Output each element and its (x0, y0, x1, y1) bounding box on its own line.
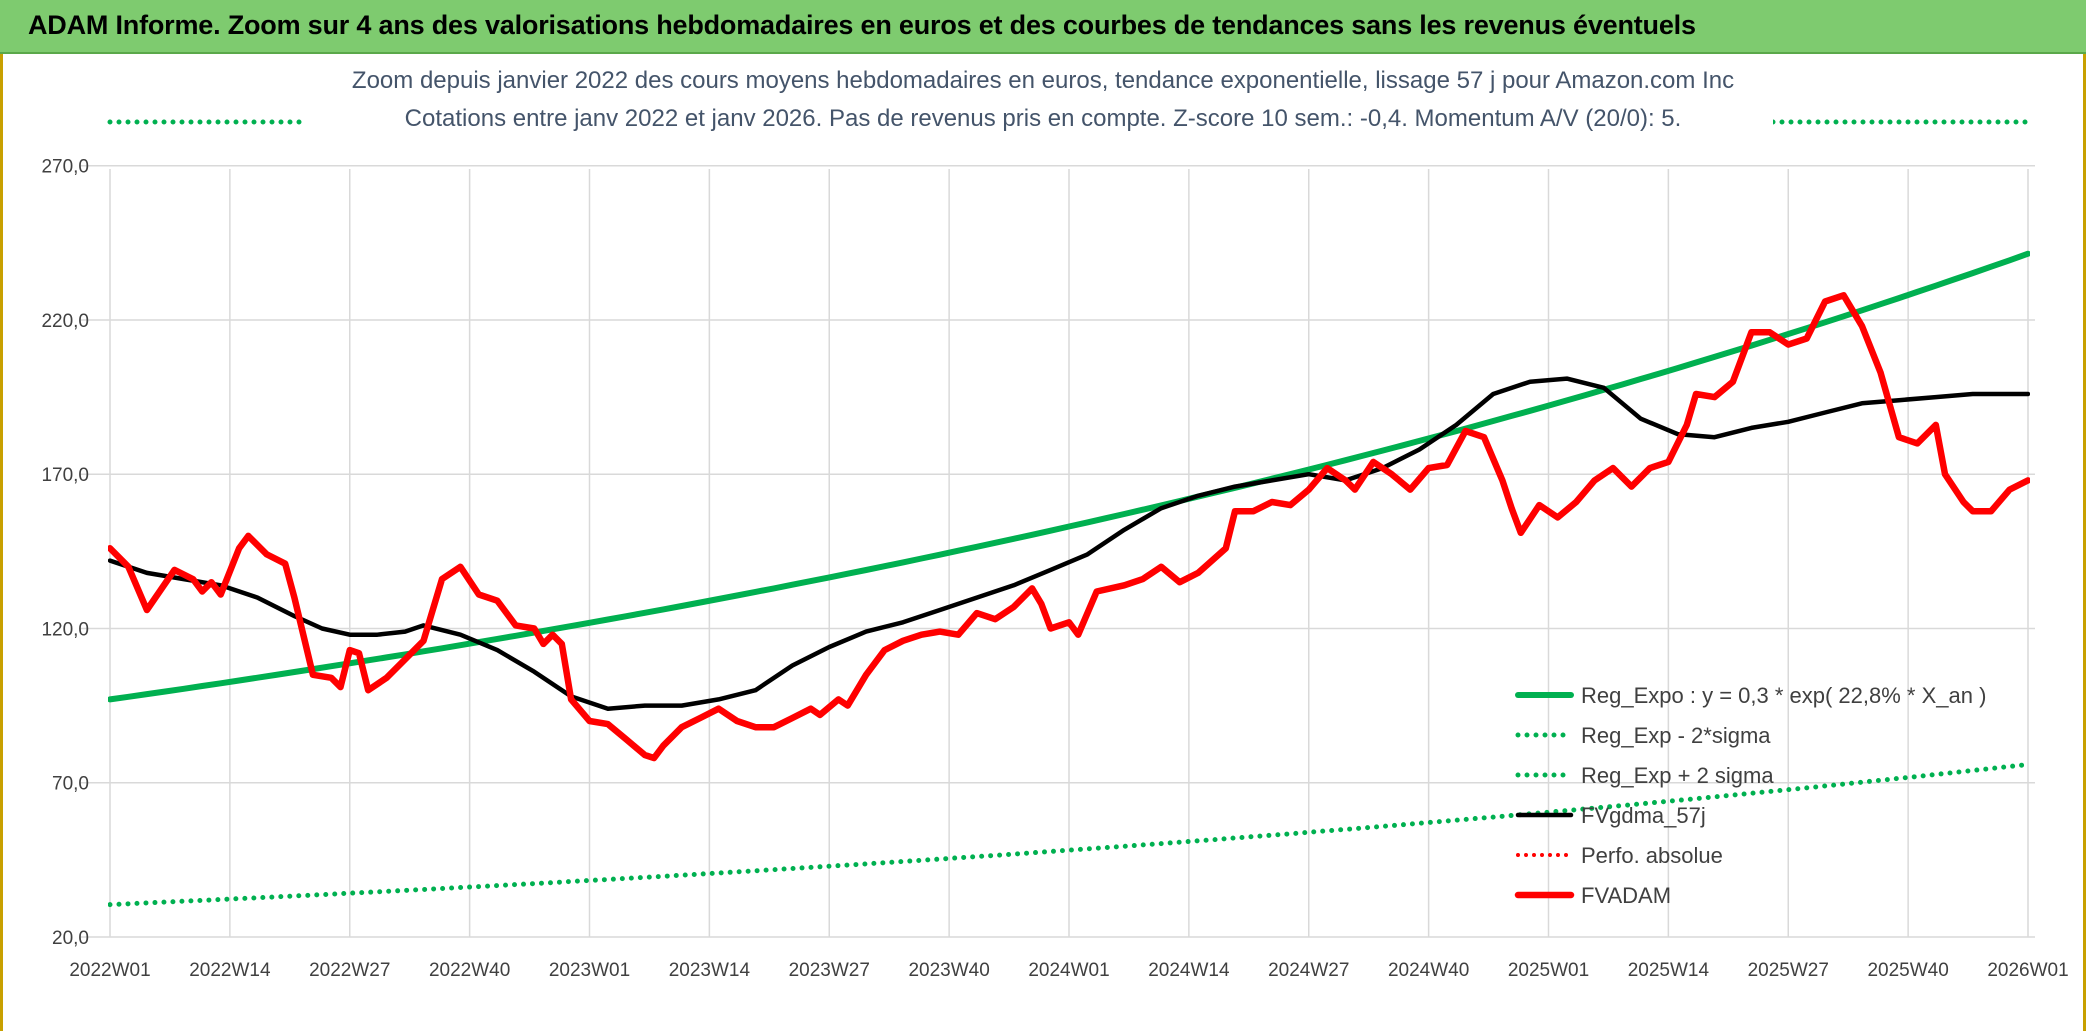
y-tick-label: 70,0 (52, 774, 89, 795)
axis-layer: 20,0 70,0 120,0 170,0 220,0 270,0 2022W01 2022W… (41, 157, 2068, 981)
x-tick-label: 2026W01 (1987, 960, 2068, 981)
series-layer (107, 119, 2031, 908)
y-tick-label: 170,0 (41, 465, 89, 486)
legend-entry: Reg_Expo : y = 0,3 * exp( 22,8% * X_an ) (1581, 683, 1986, 708)
series-reg-exp-minus-2sigma (108, 762, 2030, 908)
series-reg-expo (108, 250, 2030, 703)
x-tick-label: 2023W27 (789, 960, 870, 981)
series-clip-group (108, 250, 2030, 908)
header-banner: ADAM Informe. Zoom sur 4 ans des valoris… (0, 0, 2086, 54)
y-tick-label: 220,0 (41, 311, 89, 332)
series-fvgdma-57j (108, 376, 2030, 711)
x-tick-label: 2022W14 (189, 960, 271, 981)
legend-entry: Reg_Exp + 2 sigma (1581, 763, 1774, 788)
x-tick-label: 2023W40 (908, 960, 989, 981)
x-tick-label: 2022W01 (69, 960, 150, 981)
chart-title: Zoom depuis janvier 2022 des cours moyen… (352, 67, 1734, 94)
grid-layer (80, 164, 2035, 938)
x-tick-label: 2025W01 (1508, 960, 1589, 981)
chart-legend: Reg_Expo : y = 0,3 * exp( 22,8% * X_an )… (1514, 683, 1986, 908)
page-title: ADAM Informe. Zoom sur 4 ans des valoris… (28, 10, 1696, 40)
x-tick-label: 2024W01 (1028, 960, 1109, 981)
x-tick-label: 2024W27 (1268, 960, 1349, 981)
x-tick-label: 2023W14 (669, 960, 751, 981)
x-tick-label: 2025W14 (1628, 960, 1710, 981)
legend-entry: Reg_Exp - 2*sigma (1581, 723, 1771, 748)
x-tick-label: 2023W01 (549, 960, 630, 981)
y-tick-label: 120,0 (41, 619, 89, 640)
chart-subtitle: Cotations entre janv 2022 et janv 2026. … (405, 105, 1682, 132)
chart-title-background (313, 58, 1773, 138)
x-tick-label: 2024W14 (1148, 960, 1230, 981)
x-tick-label: 2024W40 (1388, 960, 1469, 981)
y-tick-label: 20,0 (52, 928, 89, 949)
y-tick-label: 270,0 (41, 157, 89, 178)
chart-title-block: Zoom depuis janvier 2022 des cours moyen… (313, 58, 1773, 138)
x-tick-label: 2025W27 (1748, 960, 1829, 981)
chart-frame: Zoom depuis janvier 2022 des cours moyen… (0, 54, 2086, 1031)
x-tick-label: 2025W40 (1867, 960, 1948, 981)
chart-area: Zoom depuis janvier 2022 des cours moyen… (41, 58, 2069, 981)
x-tick-label: 2022W40 (429, 960, 510, 981)
legend-entry: Perfo. absolue (1581, 843, 1723, 868)
series-fvadam (108, 292, 2030, 762)
x-tick-label: 2022W27 (309, 960, 390, 981)
legend-entry: FVgdma_57j (1581, 803, 1706, 828)
legend-entry: FVADAM (1581, 883, 1671, 908)
